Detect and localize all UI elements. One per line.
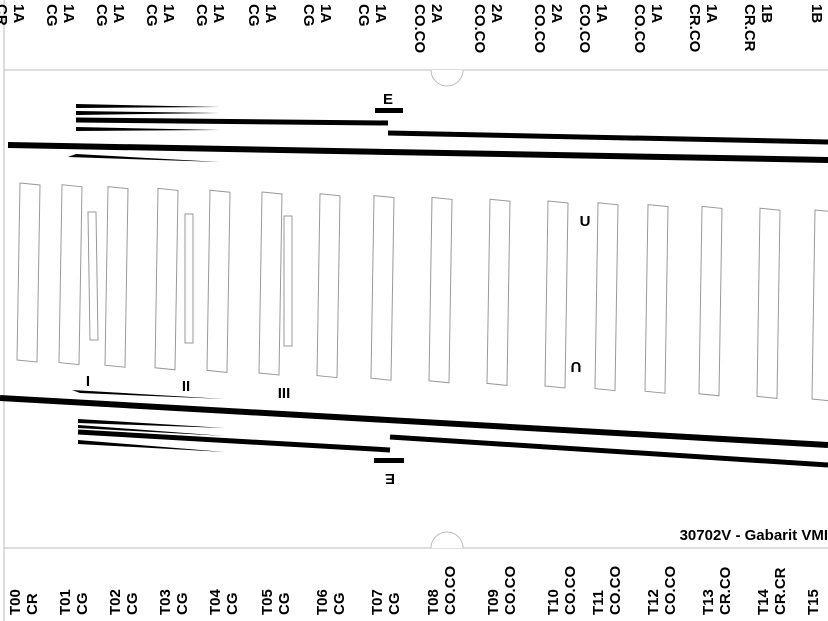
sleeper (104, 186, 129, 368)
sleeper-inner (184, 213, 194, 344)
bottom-label: CR.CR (772, 567, 789, 615)
bottom-label: T02 (107, 589, 124, 615)
notch (430, 69, 464, 87)
bottom-label: CO.CO (662, 566, 679, 616)
sleeper (58, 184, 83, 366)
top-label: CG (245, 4, 262, 27)
rails (0, 104, 828, 468)
bottom-label: T13 (700, 589, 717, 615)
track-marker: I (86, 373, 90, 390)
bottom-label: CG (331, 593, 348, 616)
bottom-label: CR (24, 593, 41, 615)
bottom-label: CO.CO (607, 566, 624, 616)
bottom-label: T14 (755, 588, 772, 615)
top-label: 1A (110, 4, 127, 23)
sleeper (16, 182, 41, 363)
top-label: CG (193, 4, 210, 27)
bottom-label: CO.CO (562, 566, 579, 616)
track-marker: II (182, 378, 190, 395)
bottom-label: T12 (645, 589, 662, 615)
bottom-label: T04 (207, 588, 224, 615)
marker-e: E (385, 470, 395, 487)
top-label: CG (355, 4, 372, 27)
top-label: 1A (648, 4, 665, 23)
top-label: CO.CO (411, 4, 428, 54)
bottom-label: CG (174, 593, 191, 616)
marker-e: E (383, 91, 393, 108)
bottom-label: T09 (485, 589, 502, 615)
top-label: CO.CO (471, 4, 488, 54)
top-label: 2A (428, 4, 445, 23)
bottom-label: T11 (590, 590, 607, 615)
top-label: 1A (160, 4, 177, 23)
bottom-label: CG (124, 593, 141, 616)
top-label: CR.CO (686, 4, 703, 53)
top-label: CG (43, 4, 60, 27)
sleeper (594, 202, 619, 392)
top-label: 2A (548, 4, 565, 23)
sleeper (316, 193, 341, 379)
sleeper (644, 204, 669, 394)
top-label: 1A (593, 4, 610, 23)
bottom-label: T03 (157, 589, 174, 615)
bottom-label: CG (74, 593, 91, 616)
top-label: CR.CR (741, 4, 758, 52)
bottom-label: T06 (314, 589, 331, 615)
sleeper (486, 198, 511, 386)
sleeper-inner (87, 211, 99, 341)
bottom-label: T10 (545, 589, 562, 615)
sleeper (428, 196, 453, 384)
bottom-label: CO.CO (502, 566, 519, 616)
top-label: CO.CO (531, 4, 548, 54)
sleeper (154, 187, 179, 371)
bottom-label: T07 (369, 589, 386, 615)
marker-u: U (580, 213, 591, 230)
sleeper (756, 207, 781, 399)
top-label: 1A (703, 4, 720, 23)
sleepers (16, 182, 828, 402)
top-label: 1A (317, 4, 334, 23)
bottom-label: CG (386, 593, 403, 616)
bottom-label: T15 (805, 589, 822, 615)
top-label: 2A (488, 4, 505, 23)
top-label: 1A (10, 4, 27, 23)
bottom-label: T01 (57, 589, 74, 615)
top-label: CO.CO (631, 4, 648, 54)
sleeper (206, 189, 231, 373)
bottom-label: T08 (425, 589, 442, 615)
bottom-label: CG (276, 593, 293, 616)
bottom-label: CO.CO (442, 566, 459, 616)
sleeper-inner (283, 215, 293, 347)
sleeper (544, 200, 569, 389)
top-label: 1B (758, 4, 775, 23)
bottom-label: T00 (7, 589, 24, 615)
top-label: 1A (60, 4, 77, 23)
bottom-label: T05 (259, 589, 276, 615)
top-label: 1B (808, 4, 825, 23)
notch (430, 531, 464, 549)
sleeper (811, 209, 828, 402)
track-marker: III (278, 385, 291, 402)
top-label: 1A (262, 4, 279, 23)
top-label: CG (143, 4, 160, 27)
top-label: 1A (210, 4, 227, 23)
top-label: CG (93, 4, 110, 27)
sleeper (258, 191, 283, 376)
marker-u: U (571, 358, 582, 375)
sleeper (370, 195, 395, 381)
footer-title: 30702V - Gabarit VMI (680, 527, 828, 544)
bottom-label: CR.CO (717, 566, 734, 615)
bottom-label: CG (224, 593, 241, 616)
top-label: CG (300, 4, 317, 27)
top-label: 1A (372, 4, 389, 23)
top-label: CR (0, 4, 10, 26)
sleeper (698, 205, 723, 397)
top-label: CO.CO (576, 4, 593, 54)
